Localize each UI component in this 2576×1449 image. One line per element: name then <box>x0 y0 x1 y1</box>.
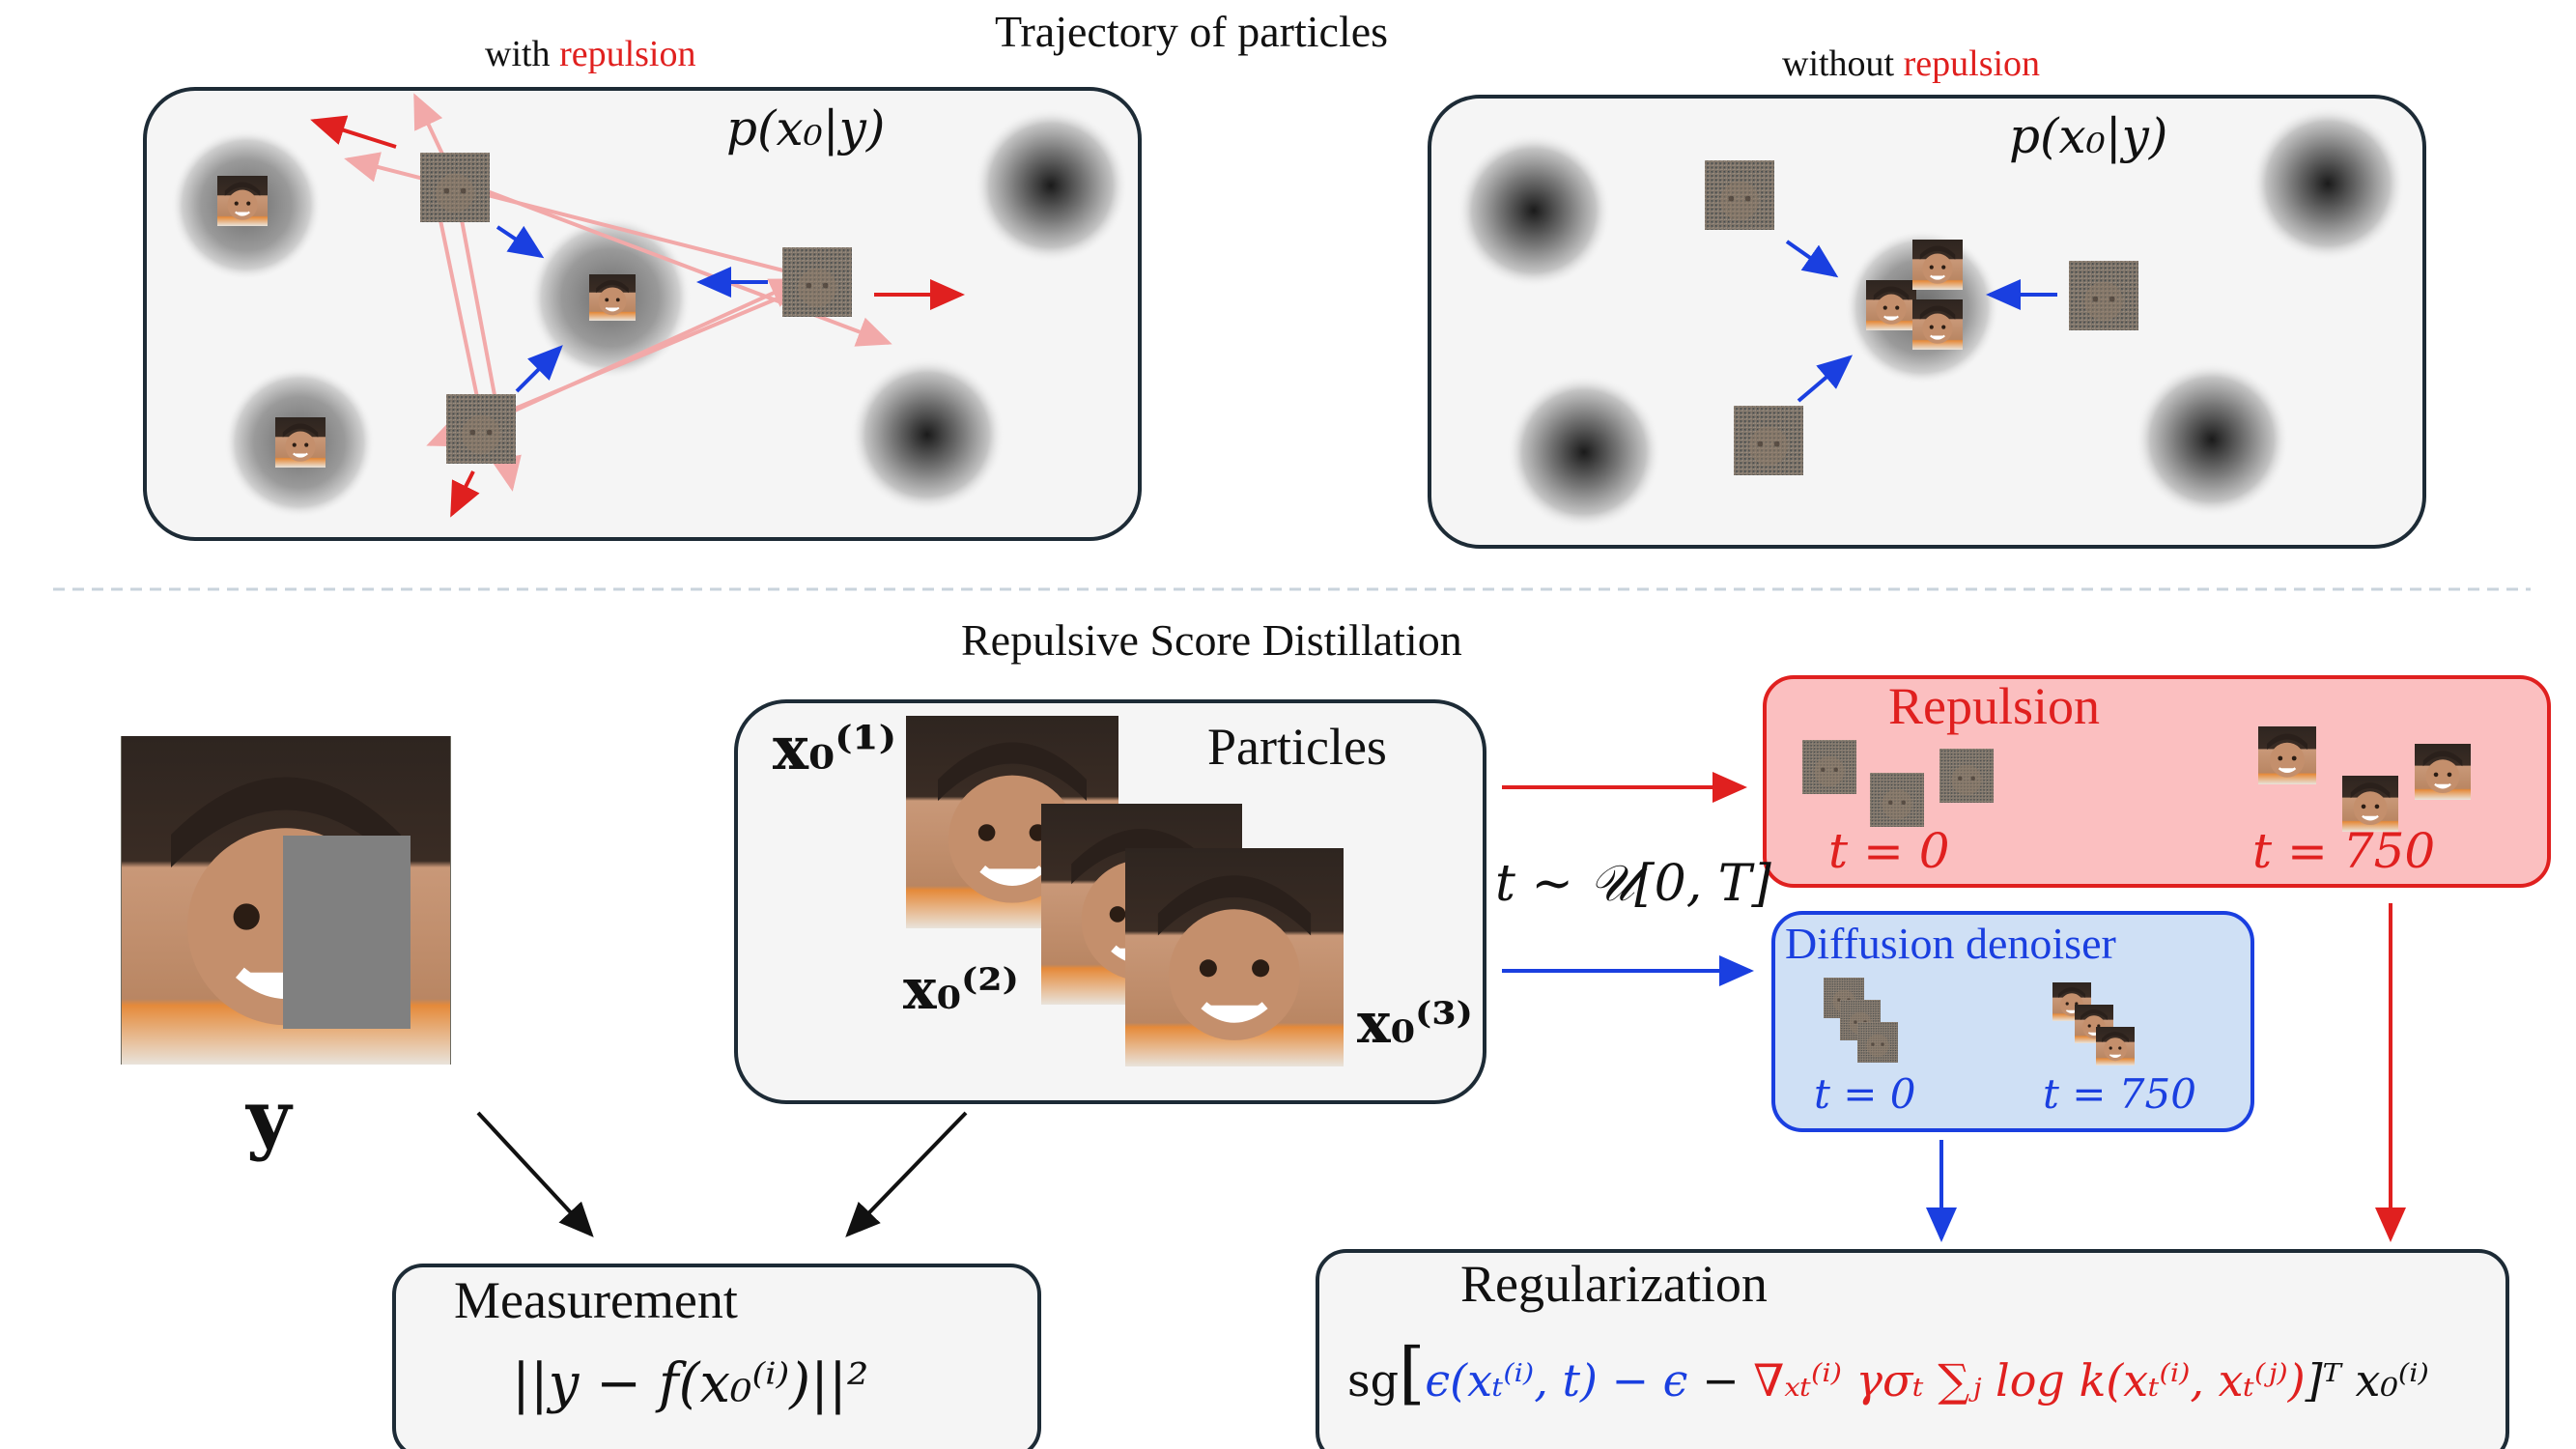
left-caption-highlight: repulsion <box>559 34 696 74</box>
denoiser-box <box>1771 911 2254 1132</box>
measurement-image-label: y <box>246 1072 292 1163</box>
particle-label-1: x₀⁽¹⁾ <box>773 713 897 783</box>
particle-noisy-a <box>1705 160 1774 230</box>
right-caption-highlight: repulsion <box>1903 43 2041 84</box>
posterior-label-right: p(x₀|y) <box>2009 108 2168 164</box>
particle-noisy-2 <box>782 247 852 317</box>
mode-top-right <box>974 108 1128 263</box>
repulse-arrow-1 <box>310 115 397 149</box>
regularization-title: Regularization <box>1460 1255 1768 1313</box>
collapsed-face-1 <box>1866 280 1916 330</box>
face-mode-2 <box>589 274 636 321</box>
attract-arrow-1 <box>495 225 545 259</box>
measurement-box <box>392 1264 1041 1449</box>
panel-with-repulsion <box>143 87 1142 541</box>
masked-region <box>283 836 410 1029</box>
repulsion-box <box>1763 675 2551 888</box>
repulsion-t0: t = 0 <box>1828 823 1950 879</box>
arrow-particles-to-measurement <box>845 1111 968 1237</box>
particle-label-2: x₀⁽²⁾ <box>903 956 1019 1022</box>
panel-without-repulsion <box>1428 95 2426 549</box>
collapsed-face-3 <box>1912 299 1963 350</box>
denoiser-title: Diffusion denoiser <box>1785 919 2116 968</box>
posterior-label-left: p(x₀|y) <box>726 100 886 156</box>
reg-red-part: ∇ₓₜ⁽ⁱ⁾ γσₜ ∑ⱼ log k(xₜ⁽ⁱ⁾, xₜ⁽ʲ⁾) <box>1753 1354 2306 1406</box>
reg-sg: sg <box>1347 1354 1400 1406</box>
particle-noisy-1 <box>420 153 490 222</box>
reg-blue-part: ϵ(xₜ⁽ⁱ⁾, t) − ϵ <box>1425 1354 1688 1406</box>
particle-noisy-c <box>1734 406 1803 475</box>
particle-noisy-b <box>2069 261 2138 330</box>
attract-arrow-3 <box>515 345 563 393</box>
particle-image-3 <box>1125 848 1344 1066</box>
section-title: Repulsive Score Distillation <box>961 615 1462 665</box>
left-caption-prefix: with <box>485 34 551 74</box>
reg-minus: − <box>1702 1354 1740 1406</box>
mode-bottom-right <box>850 357 1005 512</box>
particle-noisy-3 <box>446 394 516 464</box>
measurement-title: Measurement <box>454 1271 738 1329</box>
right-caption: without repulsion <box>1782 43 2040 85</box>
denoiser-t750: t = 750 <box>2043 1070 2196 1118</box>
particles-title: Particles <box>1207 718 1387 776</box>
particle-label-3: x₀⁽³⁾ <box>1357 990 1473 1056</box>
face-mode-3 <box>275 417 326 468</box>
repulsion-title: Repulsion <box>1888 677 2101 735</box>
repulsion-t750: t = 750 <box>2252 823 2436 879</box>
repulse-arrow-3 <box>450 470 480 518</box>
measurement-formula: ||y − f(x₀⁽ⁱ⁾)||² <box>512 1352 869 1415</box>
left-caption: with repulsion <box>485 33 696 75</box>
arrow-y-to-measurement <box>476 1111 594 1237</box>
reg-bracket: [ <box>1399 1333 1426 1412</box>
regularization-box <box>1316 1249 2509 1449</box>
time-sampling-label: t ~ 𝒰[0, T] <box>1495 855 1771 913</box>
collapsed-face-2 <box>1912 240 1963 290</box>
regularization-formula: sg[ϵ(xₜ⁽ⁱ⁾, t) − ϵ − ∇ₓₜ⁽ⁱ⁾ γσₜ ∑ⱼ log k… <box>1347 1333 2429 1412</box>
denoiser-t0: t = 0 <box>1814 1070 1916 1118</box>
reg-tail: ]ᵀ x₀⁽ⁱ⁾ <box>2305 1354 2429 1406</box>
right-caption-prefix: without <box>1782 43 1895 84</box>
trajectory-title: Trajectory of particles <box>995 7 1389 56</box>
face-mode-1 <box>217 176 268 226</box>
measurement-image <box>121 736 451 1065</box>
